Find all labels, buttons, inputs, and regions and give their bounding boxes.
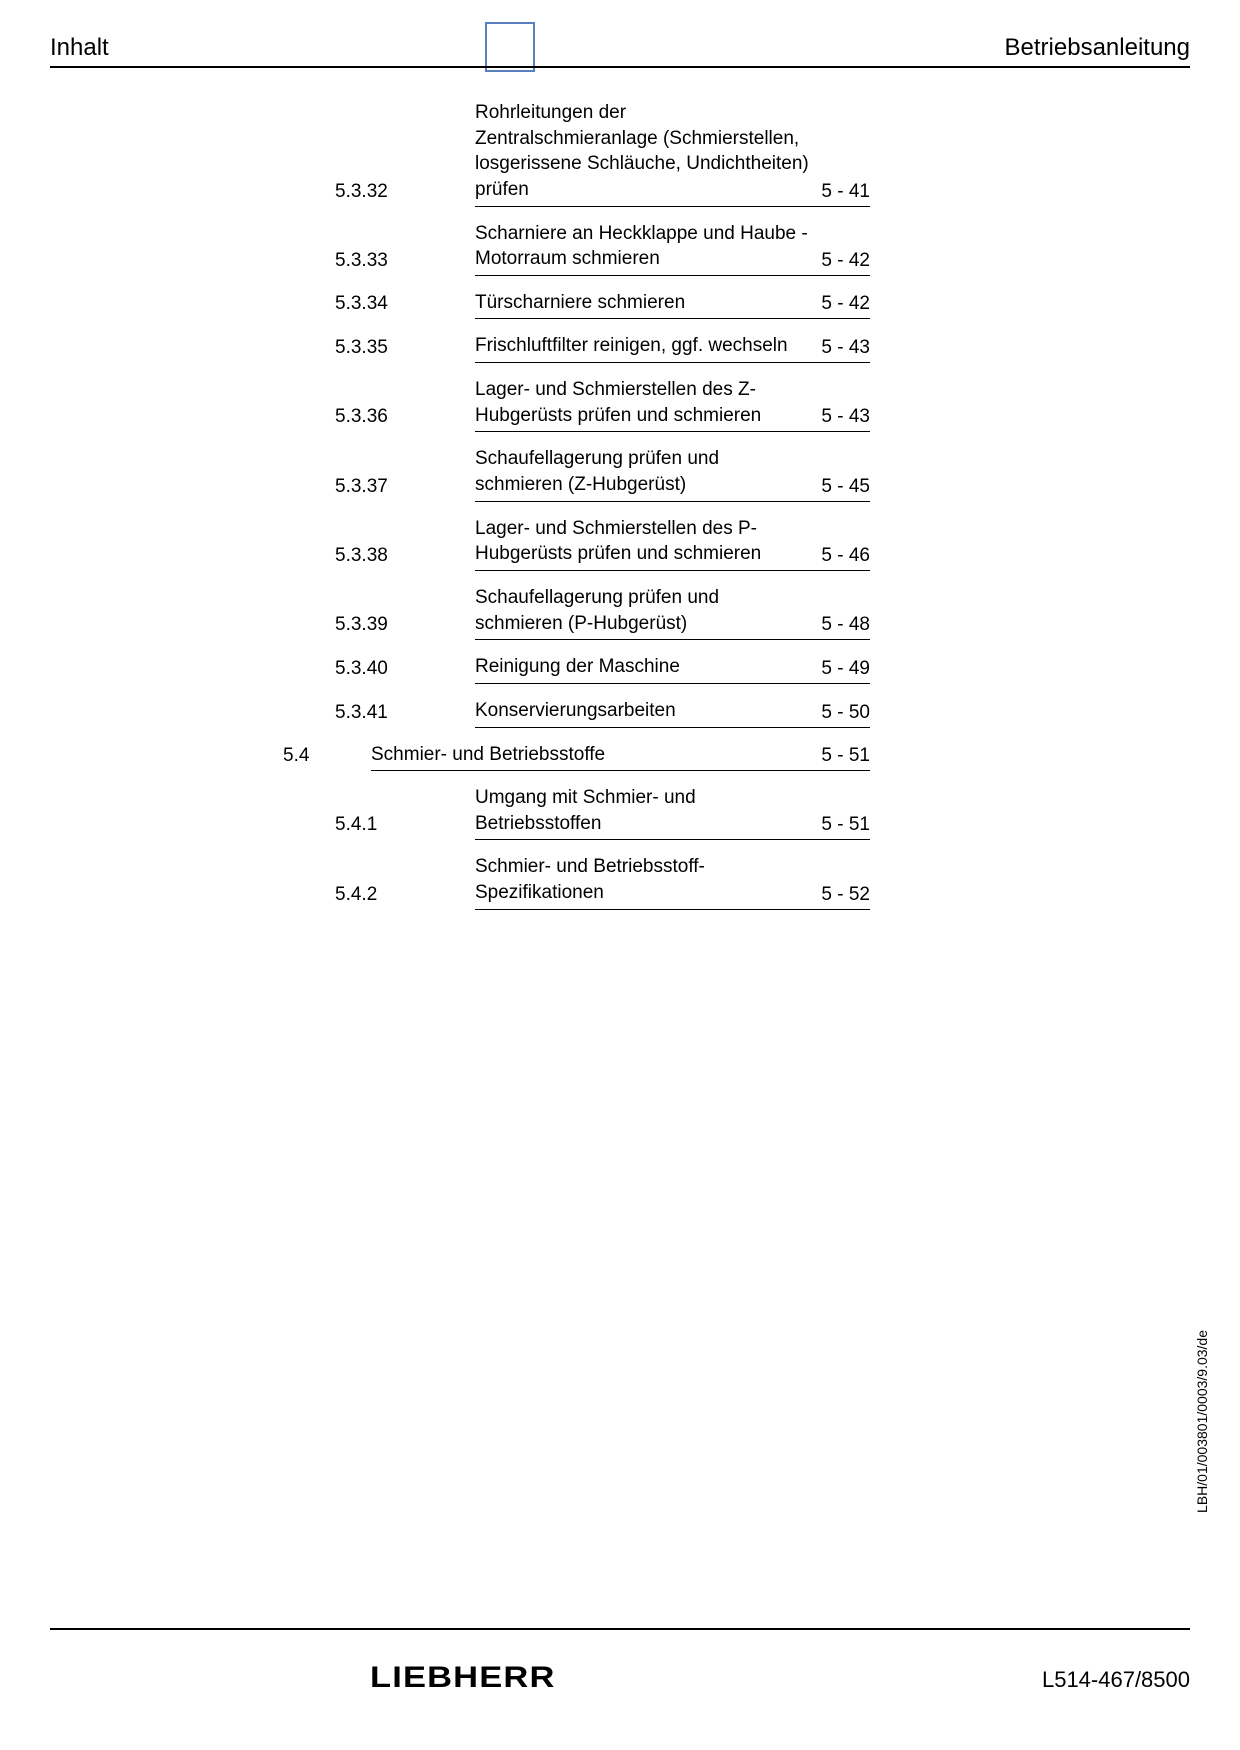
toc-row: 5.3.37Schaufellagerung prüfen und schmie…: [335, 446, 870, 501]
toc-entry-number: 5.3.34: [335, 293, 475, 319]
toc-entry-body: Scharniere an Heckklappe und Haube - Mot…: [475, 221, 870, 276]
toc-row: 5.3.33Scharniere an Heckklappe und Haube…: [335, 221, 870, 276]
page: Inhalt Betriebsanleitung 5.3.32Rohrleitu…: [0, 0, 1240, 1750]
toc-entry-body: Schmier- und Betriebsstoffe5 - 51: [371, 742, 870, 772]
side-document-code: LBH/01/003801/0003/9.03/de: [1194, 1330, 1210, 1513]
toc-entry-number: 5.3.33: [335, 250, 475, 276]
toc-row: 5.3.40Reinigung der Maschine5 - 49: [335, 654, 870, 684]
toc-entry-body: Reinigung der Maschine5 - 49: [475, 654, 870, 684]
toc-entry-body: Lager- und Schmierstellen des P-Hubgerüs…: [475, 516, 870, 571]
header-rule: [50, 66, 1190, 68]
toc-entry-page: 5 - 51: [821, 745, 870, 767]
toc-entry-page: 5 - 46: [821, 545, 870, 567]
toc-entry-number: 5.3.32: [335, 181, 475, 207]
toc-entry-page: 5 - 45: [821, 476, 870, 498]
toc-entry-number: 5.3.35: [335, 337, 475, 363]
toc-row: 5.3.39Schaufellagerung prüfen und schmie…: [335, 585, 870, 640]
toc-entry-title: Reinigung der Maschine: [475, 654, 821, 680]
header-box: [485, 22, 535, 72]
toc-entry-body: Konservierungsarbeiten5 - 50: [475, 698, 870, 728]
toc-entry-title: Lager- und Schmierstellen des Z-Hubgerüs…: [475, 377, 821, 428]
toc-entry-page: 5 - 42: [821, 293, 870, 315]
toc-entry-body: Schaufellagerung prüfen und schmieren (P…: [475, 585, 870, 640]
header-title-right: Betriebsanleitung: [1005, 34, 1190, 62]
toc-entry-page: 5 - 41: [821, 181, 870, 203]
toc-entry-number: 5.3.40: [335, 658, 475, 684]
toc-entry-title: Schmier- und Betriebsstoffe: [371, 742, 821, 768]
toc-entry-title: Umgang mit Schmier- und Betriebsstoffen: [475, 785, 821, 836]
brand-logo: LIEBHERR: [370, 1661, 556, 1695]
toc-entry-title: Schaufellagerung prüfen und schmieren (Z…: [475, 446, 821, 497]
toc-entry-page: 5 - 48: [821, 614, 870, 636]
toc-entry-page: 5 - 43: [821, 337, 870, 359]
footer-rule: [50, 1628, 1190, 1630]
toc-entry-number: 5.3.41: [335, 702, 475, 728]
toc-entry-number: 5.4: [283, 745, 371, 771]
toc-entry-body: Türscharniere schmieren5 - 42: [475, 290, 870, 320]
toc-entry-page: 5 - 49: [821, 658, 870, 680]
toc-row: 5.4.2Schmier- und Betriebsstoff-Spezifik…: [335, 854, 870, 909]
toc-row: 5.4.1Umgang mit Schmier- und Betriebssto…: [335, 785, 870, 840]
toc-row: 5.3.38Lager- und Schmierstellen des P-Hu…: [335, 516, 870, 571]
toc-row: 5.3.34Türscharniere schmieren5 - 42: [335, 290, 870, 320]
toc-row: 5.3.35Frischluftfilter reinigen, ggf. we…: [335, 333, 870, 363]
toc-entry-number: 5.3.37: [335, 476, 475, 502]
page-header: Inhalt Betriebsanleitung: [50, 18, 1190, 68]
toc-entry-title: Türscharniere schmieren: [475, 290, 821, 316]
toc-entry-number: 5.3.36: [335, 406, 475, 432]
toc-entry-body: Lager- und Schmierstellen des Z-Hubgerüs…: [475, 377, 870, 432]
toc-entry-body: Schmier- und Betriebsstoff-Spezifikation…: [475, 854, 870, 909]
toc-entry-number: 5.4.1: [335, 814, 475, 840]
toc-row: 5.3.32Rohrleitungen der Zentralschmieran…: [335, 100, 870, 207]
toc-entry-number: 5.3.38: [335, 545, 475, 571]
document-id: L514-467/8500: [1042, 1667, 1190, 1693]
toc-entry-body: Rohrleitungen der Zentralschmieranlage (…: [475, 100, 870, 207]
toc-entry-body: Umgang mit Schmier- und Betriebsstoffen5…: [475, 785, 870, 840]
toc-entry-body: Schaufellagerung prüfen und schmieren (Z…: [475, 446, 870, 501]
toc-row: 5.3.41Konservierungsarbeiten5 - 50: [335, 698, 870, 728]
toc-entry-page: 5 - 50: [821, 702, 870, 724]
toc-entry-title: Konservierungsarbeiten: [475, 698, 821, 724]
toc-entry-body: Frischluftfilter reinigen, ggf. wechseln…: [475, 333, 870, 363]
toc-row: 5.3.36Lager- und Schmierstellen des Z-Hu…: [335, 377, 870, 432]
toc-entry-number: 5.3.39: [335, 614, 475, 640]
table-of-contents: 5.3.32Rohrleitungen der Zentralschmieran…: [335, 100, 870, 924]
toc-entry-title: Scharniere an Heckklappe und Haube - Mot…: [475, 221, 821, 272]
toc-entry-page: 5 - 52: [821, 884, 870, 906]
toc-entry-number: 5.4.2: [335, 884, 475, 910]
toc-entry-title: Schaufellagerung prüfen und schmieren (P…: [475, 585, 821, 636]
toc-entry-page: 5 - 42: [821, 250, 870, 272]
toc-entry-title: Schmier- und Betriebsstoff-Spezifikation…: [475, 854, 821, 905]
page-footer: LIEBHERR L514-467/8500: [50, 1655, 1190, 1695]
toc-entry-page: 5 - 43: [821, 406, 870, 428]
toc-entry-page: 5 - 51: [821, 814, 870, 836]
toc-entry-title: Frischluftfilter reinigen, ggf. wechseln: [475, 333, 821, 359]
toc-entry-title: Rohrleitungen der Zentralschmieranlage (…: [475, 100, 821, 203]
toc-row: 5.4Schmier- und Betriebsstoffe5 - 51: [335, 742, 870, 772]
header-title-left: Inhalt: [50, 34, 109, 62]
toc-entry-title: Lager- und Schmierstellen des P-Hubgerüs…: [475, 516, 821, 567]
